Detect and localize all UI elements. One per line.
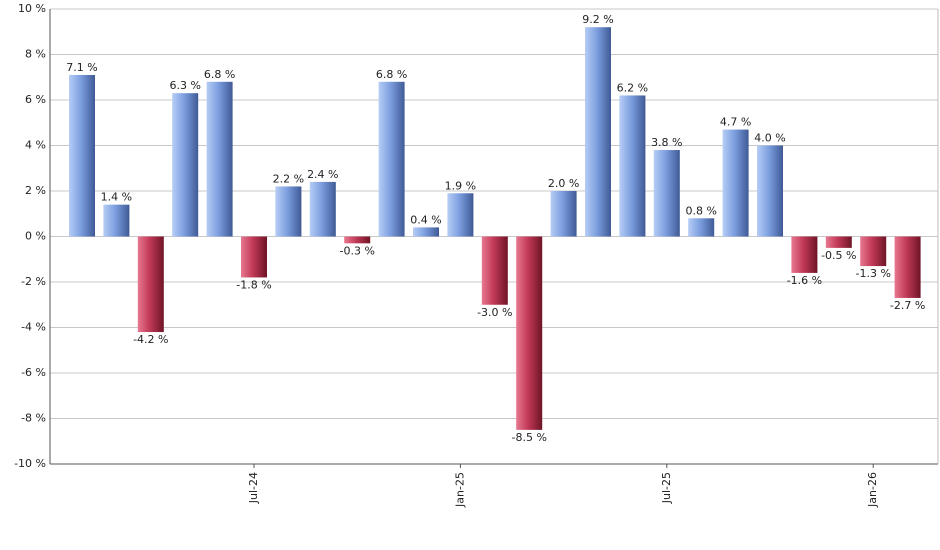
y-tick-label: -4 % <box>21 321 46 334</box>
x-tick-label: Jan-25 <box>453 472 466 508</box>
bar <box>69 74 95 237</box>
x-tick-label: Jul-24 <box>247 472 260 504</box>
bar <box>791 236 818 273</box>
value-label: 6.2 % <box>617 81 648 94</box>
value-label: -0.3 % <box>339 244 374 257</box>
bar <box>137 236 164 333</box>
value-label: 2.4 % <box>307 168 338 181</box>
y-tick-label: 10 % <box>18 2 46 15</box>
value-label: 4.0 % <box>754 132 785 145</box>
bar <box>241 236 267 278</box>
value-label: 2.2 % <box>273 172 304 185</box>
bar <box>653 150 680 237</box>
value-label: 1.9 % <box>445 179 476 192</box>
bar <box>378 81 405 237</box>
y-tick-label: -10 % <box>14 457 46 470</box>
y-tick-label: 8 % <box>25 48 46 61</box>
value-label: 9.2 % <box>582 13 613 26</box>
bar <box>344 236 371 244</box>
bar <box>103 204 130 237</box>
y-tick-label: 6 % <box>25 93 46 106</box>
value-label: 6.8 % <box>204 68 235 81</box>
bar <box>860 236 887 267</box>
bar <box>688 218 715 237</box>
value-label: -2.7 % <box>890 299 925 312</box>
value-label: 3.8 % <box>651 136 682 149</box>
bar <box>413 227 439 237</box>
value-label: -3.0 % <box>477 306 512 319</box>
bar <box>172 93 199 237</box>
y-tick-label: -8 % <box>21 412 46 425</box>
bar <box>481 236 508 305</box>
x-tick-label: Jul-25 <box>660 472 673 504</box>
value-label: -4.2 % <box>133 333 168 346</box>
value-label: -0.5 % <box>821 249 856 262</box>
value-label: -1.6 % <box>787 274 822 287</box>
bar <box>309 181 336 237</box>
bar <box>516 236 543 430</box>
bar <box>757 145 783 237</box>
value-label: 6.8 % <box>376 68 407 81</box>
bar <box>275 186 302 237</box>
bar <box>206 81 233 237</box>
value-label: 2.0 % <box>548 177 579 190</box>
bar <box>825 236 852 248</box>
y-tick-label: -6 % <box>21 366 46 379</box>
value-label: -1.3 % <box>855 267 890 280</box>
value-label: 6.3 % <box>169 79 200 92</box>
value-label: 4.7 % <box>720 116 751 129</box>
y-tick-label: 4 % <box>25 139 46 152</box>
bar <box>722 129 749 237</box>
x-tick-label: Jan-26 <box>866 472 879 508</box>
bar <box>585 27 611 237</box>
value-label: 0.4 % <box>410 213 441 226</box>
bar <box>550 191 577 237</box>
bar <box>619 95 646 237</box>
y-tick-label: 0 % <box>25 230 46 243</box>
y-tick-label: -2 % <box>21 275 46 288</box>
value-label: 0.8 % <box>685 204 716 217</box>
value-label: 7.1 % <box>66 61 97 74</box>
value-label: 1.4 % <box>101 191 132 204</box>
value-label: -8.5 % <box>511 431 546 444</box>
bar <box>447 193 474 237</box>
value-label: -1.8 % <box>236 278 271 291</box>
bar <box>894 236 921 298</box>
y-tick-label: 2 % <box>25 184 46 197</box>
